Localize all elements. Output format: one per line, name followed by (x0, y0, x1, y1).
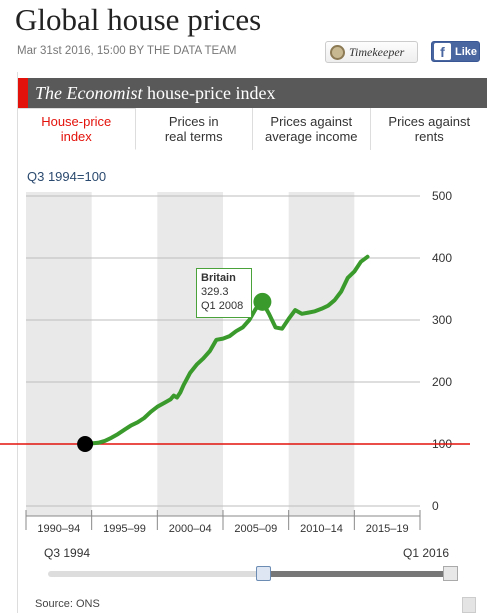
series-line-britain (83, 254, 370, 446)
facebook-like-button[interactable]: f Like (431, 41, 480, 62)
tab-house-price-index[interactable]: House-price index (18, 108, 136, 150)
like-label: Like (455, 45, 478, 58)
source-note: Source: ONS (35, 598, 100, 610)
panel-title-brand: The Economist (35, 83, 143, 103)
tab-average-income[interactable]: Prices against average income (253, 108, 371, 150)
tab-label-line2: index (60, 129, 92, 144)
panel-title-rest: house-price index (142, 83, 276, 103)
tab-label-line2: average income (265, 129, 358, 144)
y-tick-label: 300 (432, 313, 452, 327)
panel-title: The Economist house-price index (35, 83, 275, 104)
range-slider-start-handle[interactable] (256, 566, 271, 581)
shaded-band (26, 192, 92, 516)
shaded-band (157, 192, 223, 516)
tooltip-period: Q1 2008 (201, 300, 244, 312)
page-title: Global house prices (15, 2, 262, 37)
x-tick-label: 2000–04 (169, 523, 212, 535)
y-tick-label: 0 (432, 499, 439, 513)
tooltip-value: 329.3 (201, 286, 229, 298)
byline: Mar 31st 2016, 15:00 BY THE DATA TEAM (17, 45, 237, 57)
panel-header: The Economist house-price index (18, 78, 487, 108)
range-slider-track[interactable] (48, 571, 458, 577)
x-tick-label: 1990–94 (37, 523, 80, 535)
timekeeper-label: Timekeeper (349, 44, 405, 59)
scrollbar-corner[interactable] (462, 597, 476, 613)
shaded-band (288, 192, 355, 516)
chart-tooltip: Britain 329.3 Q1 2008 (196, 268, 252, 318)
header-accent-bar (18, 78, 28, 108)
tab-label-line1: Prices in (168, 114, 219, 129)
chart-panel: The Economist house-price index House-pr… (17, 72, 487, 613)
x-tick-label: 2015–19 (366, 523, 409, 535)
facebook-icon: f (434, 43, 451, 60)
tab-label-line1: Prices against (388, 114, 471, 129)
tab-rents[interactable]: Prices against rents (370, 108, 487, 150)
tab-label-line1: Prices against (270, 114, 353, 129)
tab-real-terms[interactable]: Prices in real terms (135, 108, 253, 150)
highlight-point (253, 292, 272, 311)
y-tick-label: 200 (432, 375, 452, 389)
y-tick-label: 500 (432, 189, 452, 203)
tab-label-line2: rents (414, 129, 444, 144)
tab-bar: House-price index Prices in real terms Pri… (18, 108, 487, 150)
range-start-label: Q3 1994 (44, 546, 91, 560)
x-tick-label: 2005–09 (234, 523, 277, 535)
tab-label-line1: House-price (41, 114, 112, 129)
tooltip-series: Britain (201, 272, 236, 284)
range-end-label: Q1 2016 (403, 546, 450, 560)
timekeeper-button[interactable]: Timekeeper (325, 41, 418, 63)
range-slider-selection (263, 571, 450, 577)
start-point (77, 436, 94, 452)
x-tick-label: 2010–14 (300, 523, 343, 535)
baseline-note: Q3 1994=100 (27, 169, 106, 184)
x-tick-label: 1995–99 (103, 523, 146, 535)
range-slider-end-handle[interactable] (443, 566, 458, 581)
y-tick-label: 400 (432, 251, 452, 265)
timekeeper-icon (330, 44, 345, 60)
tab-label-line2: real terms (164, 129, 223, 144)
